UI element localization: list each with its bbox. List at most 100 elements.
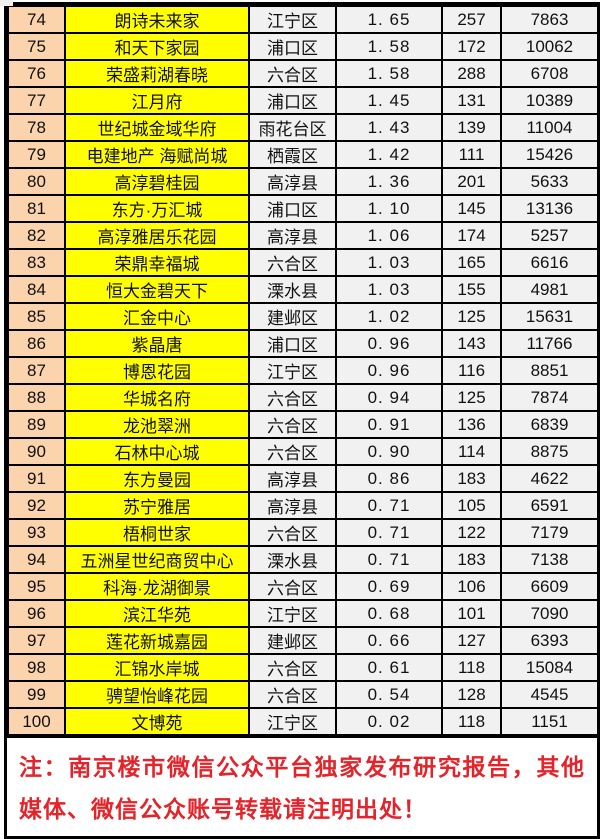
project-name-cell: 苏宁雅居: [64, 491, 250, 520]
table-row: 79 电建地产 海赋尚城 栖霞区 1. 42 111 15426: [7, 140, 599, 169]
units-cell: 183: [441, 464, 502, 493]
units-cell: 131: [441, 86, 502, 115]
district-cell: 建邺区: [248, 302, 337, 331]
volume-cell: 0. 71: [335, 491, 443, 520]
units-cell: 155: [441, 275, 502, 304]
volume-cell: 1. 06: [335, 221, 443, 250]
volume-cell: 1. 10: [335, 194, 443, 223]
price-cell: 4545: [500, 680, 599, 709]
volume-cell: 1. 36: [335, 167, 443, 196]
district-cell: 建邺区: [248, 626, 337, 655]
district-cell: 六合区: [248, 59, 337, 88]
project-name-cell: 江月府: [64, 86, 250, 115]
units-cell: 125: [441, 383, 502, 412]
volume-cell: 1. 03: [335, 275, 443, 304]
project-name-cell: 龙池翠洲: [64, 410, 250, 439]
table-row: 91 东方曼园 高淳县 0. 86 183 4622: [7, 464, 599, 493]
table-row: 97 莲花新城嘉园 建邺区 0. 66 127 6393: [7, 626, 599, 655]
price-cell: 15084: [500, 653, 599, 682]
units-cell: 127: [441, 626, 502, 655]
table-row: 88 华城名府 六合区 0. 94 125 7874: [7, 383, 599, 412]
volume-cell: 0. 91: [335, 410, 443, 439]
note-text: 注：南京楼市微信公众平台独家发布研究报告，其他媒体、微信公众账号转载请注明出处！: [19, 754, 585, 822]
project-name-cell: 荣盛莉湖春晓: [64, 59, 250, 88]
table-row: 89 龙池翠洲 六合区 0. 91 136 6839: [7, 410, 599, 439]
units-cell: 118: [441, 653, 502, 682]
volume-cell: 0. 61: [335, 653, 443, 682]
price-cell: 10389: [500, 86, 599, 115]
table-row: 85 汇金中心 建邺区 1. 02 125 15631: [7, 302, 599, 331]
units-cell: 136: [441, 410, 502, 439]
volume-cell: 0. 96: [335, 329, 443, 358]
district-cell: 江宁区: [248, 707, 337, 736]
price-cell: 7090: [500, 599, 599, 628]
price-cell: 5257: [500, 221, 599, 250]
table-row: 86 紫晶唐 浦口区 0. 96 143 11766: [7, 329, 599, 358]
table-row: 84 恒大金碧天下 溧水县 1. 03 155 4981: [7, 275, 599, 304]
units-cell: 145: [441, 194, 502, 223]
price-cell: 6616: [500, 248, 599, 277]
units-cell: 143: [441, 329, 502, 358]
table-row: 96 滨江华苑 江宁区 0. 68 101 7090: [7, 599, 599, 628]
table-row: 83 荣鼎幸福城 六合区 1. 03 165 6616: [7, 248, 599, 277]
units-cell: 118: [441, 707, 502, 736]
price-cell: 6591: [500, 491, 599, 520]
rank-cell: 87: [7, 356, 66, 385]
rank-cell: 98: [7, 653, 66, 682]
table-row: 100 文博苑 江宁区 0. 02 118 1151: [7, 707, 599, 736]
district-cell: 高淳县: [248, 221, 337, 250]
units-cell: 111: [441, 140, 502, 169]
table-row: 76 荣盛莉湖春晓 六合区 1. 58 288 6708: [7, 59, 599, 88]
table-row: 87 博恩花园 江宁区 0. 96 116 8851: [7, 356, 599, 385]
project-name-cell: 科海·龙湖御景: [64, 572, 250, 601]
rank-cell: 83: [7, 248, 66, 277]
volume-cell: 1. 02: [335, 302, 443, 331]
volume-cell: 1. 43: [335, 113, 443, 142]
table-row: 78 世纪城金域华府 雨花台区 1. 43 139 11004: [7, 113, 599, 142]
project-name-cell: 汇金中心: [64, 302, 250, 331]
rank-cell: 91: [7, 464, 66, 493]
volume-cell: 0. 71: [335, 518, 443, 547]
district-cell: 高淳县: [248, 491, 337, 520]
units-cell: 128: [441, 680, 502, 709]
volume-cell: 0. 71: [335, 545, 443, 574]
units-cell: 101: [441, 599, 502, 628]
district-cell: 六合区: [248, 383, 337, 412]
table-row: 75 和天下家园 浦口区 1. 58 172 10062: [7, 32, 599, 61]
volume-cell: 0. 69: [335, 572, 443, 601]
district-cell: 栖霞区: [248, 140, 337, 169]
price-cell: 6839: [500, 410, 599, 439]
table-row: 99 骋望怡峰花园 六合区 0. 54 128 4545: [7, 680, 599, 709]
units-cell: 139: [441, 113, 502, 142]
price-cell: 7863: [500, 5, 599, 34]
price-cell: 6609: [500, 572, 599, 601]
volume-cell: 0. 54: [335, 680, 443, 709]
project-name-cell: 电建地产 海赋尚城: [64, 140, 250, 169]
units-cell: 105: [441, 491, 502, 520]
table-row: 94 五洲星世纪商贸中心 溧水县 0. 71 183 7138: [7, 545, 599, 574]
rank-cell: 77: [7, 86, 66, 115]
volume-cell: 0. 94: [335, 383, 443, 412]
rank-cell: 80: [7, 167, 66, 196]
table-row: 80 高淳碧桂园 高淳县 1. 36 201 5633: [7, 167, 599, 196]
price-cell: 13136: [500, 194, 599, 223]
district-cell: 江宁区: [248, 599, 337, 628]
table-row: 74 朗诗未来家 江宁区 1. 65 257 7863: [7, 5, 599, 34]
rank-cell: 74: [7, 5, 66, 34]
project-name-cell: 朗诗未来家: [64, 5, 250, 34]
project-name-cell: 紫晶唐: [64, 329, 250, 358]
volume-cell: 1. 58: [335, 59, 443, 88]
price-cell: 6393: [500, 626, 599, 655]
rank-cell: 84: [7, 275, 66, 304]
project-name-cell: 梧桐世家: [64, 518, 250, 547]
volume-cell: 0. 86: [335, 464, 443, 493]
district-cell: 六合区: [248, 410, 337, 439]
price-cell: 4622: [500, 464, 599, 493]
rank-cell: 79: [7, 140, 66, 169]
spreadsheet-sheet: 74 朗诗未来家 江宁区 1. 65 257 7863 75 和天下家园 浦口区 1. 58 172…: [4, 2, 600, 839]
units-cell: 183: [441, 545, 502, 574]
units-cell: 116: [441, 356, 502, 385]
rank-cell: 95: [7, 572, 66, 601]
project-name-cell: 滨江华苑: [64, 599, 250, 628]
ranking-table-body: 74 朗诗未来家 江宁区 1. 65 257 7863 75 和天下家园 浦口区 1. 58 172…: [7, 5, 599, 736]
